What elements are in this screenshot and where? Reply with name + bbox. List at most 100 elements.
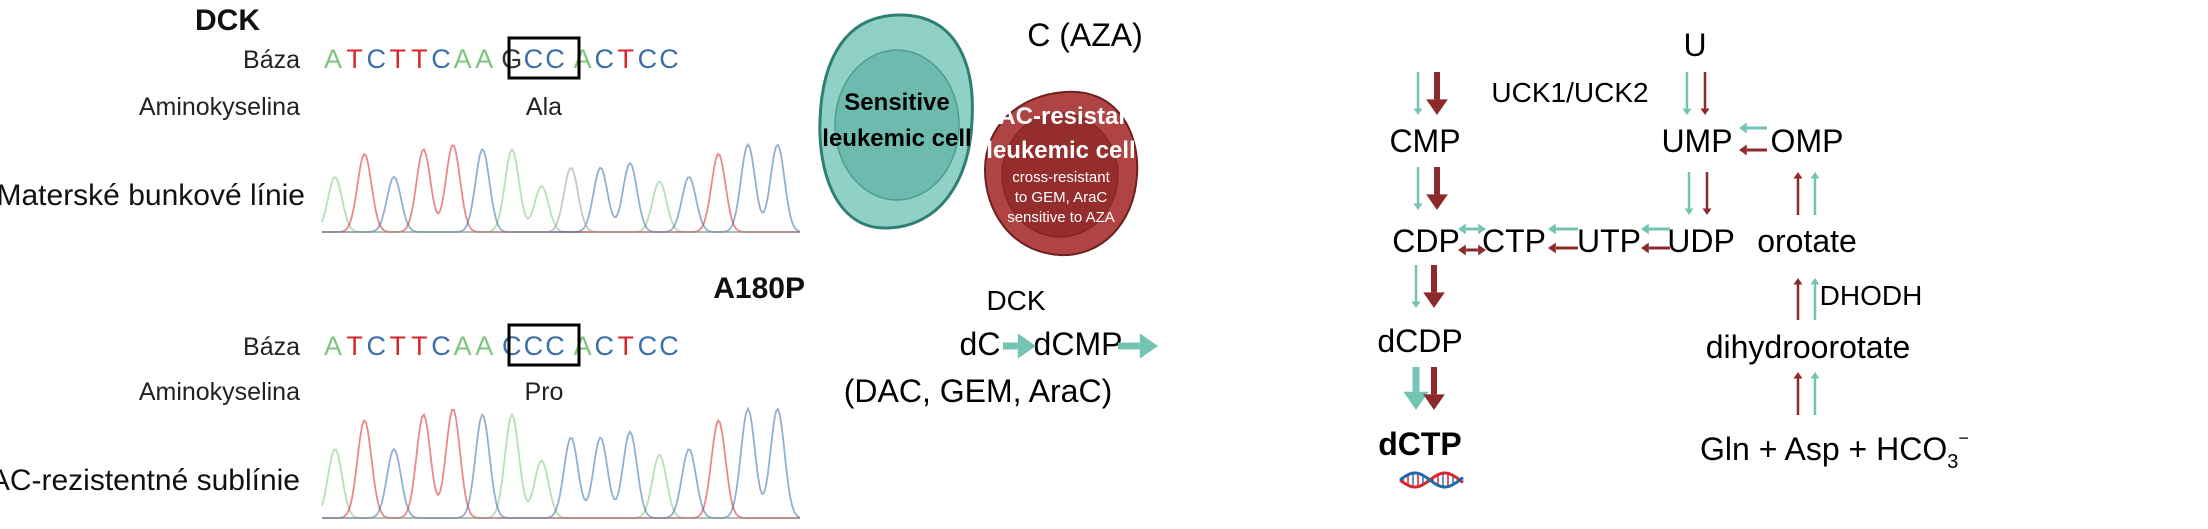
reaction-arrow: [1739, 122, 1767, 134]
node-u: U: [1683, 27, 1706, 63]
node-omp: OMP: [1771, 123, 1844, 159]
line-label-wt: Materské bunkové línie: [0, 179, 305, 212]
reaction-arrow: [1548, 242, 1578, 254]
base-letter: C: [594, 44, 614, 74]
reaction-arrow: [1423, 367, 1445, 410]
base-letter: T: [618, 331, 635, 361]
line-label-mut: DAC-rezistentné sublínie: [0, 464, 300, 497]
codon-box-wt: [507, 36, 581, 80]
reaction-arrow: [1739, 144, 1767, 156]
base-letter: C: [638, 331, 658, 361]
base-letter: C: [659, 331, 679, 361]
reaction-arrow: [1682, 72, 1692, 115]
base-letter: C: [524, 44, 544, 74]
reaction-arrow: [1411, 265, 1421, 308]
base-letter: G: [501, 44, 522, 74]
node-ctp: CTP: [1482, 223, 1546, 259]
reaction-arrow: [1793, 172, 1803, 215]
node-orotate: orotate: [1757, 223, 1857, 259]
node-udp: UDP: [1667, 223, 1735, 259]
reaction-arrow: [1641, 223, 1670, 235]
resistant-cell-note-3: sensitive to AZA: [1007, 209, 1115, 226]
reaction-arrow: [1426, 72, 1448, 115]
resistant-cell: DAC-resistant leukemic cell cross-resist…: [981, 90, 1141, 257]
trace-line: [322, 406, 801, 519]
arrows: [1003, 72, 1820, 415]
base-letter: T: [390, 44, 407, 74]
amino-acid-wt: Ala: [526, 93, 562, 121]
base-letter: C: [659, 44, 679, 74]
resistant-cell-note-1: cross-resistant: [1012, 169, 1110, 186]
node-dc: dC: [960, 326, 1001, 362]
base-letter: A: [574, 331, 592, 361]
reaction-arrow: [1793, 278, 1803, 320]
base-letter: T: [411, 44, 428, 74]
reaction-arrow: [1118, 333, 1158, 359]
reaction-arrow: [1684, 172, 1694, 215]
chromatogram-wildtype: [321, 142, 801, 233]
base-letter: C: [431, 44, 451, 74]
pathway: C (AZA) CMP CDP dCDP dCTP CTP UTP UDP U …: [844, 17, 1969, 489]
base-letter: C: [545, 44, 565, 74]
node-gln-asp-hco3: Gln + Asp + HCO3−: [1700, 428, 1969, 473]
aa-label-mut: Aminokyselina: [139, 378, 300, 406]
base-letter: A: [454, 331, 472, 361]
base-letter: A: [475, 331, 493, 361]
sensitive-cell-label-2: leukemic cell: [822, 125, 971, 152]
trace-line: [322, 144, 800, 233]
base-letter: C: [502, 331, 522, 361]
reaction-arrow: [1810, 278, 1820, 320]
base-letter: T: [618, 44, 635, 74]
node-utp: UTP: [1577, 223, 1641, 259]
gene-title: DCK: [195, 4, 260, 37]
trace-line: [322, 167, 800, 233]
dna-icon: [1399, 471, 1464, 489]
base-letter: T: [346, 44, 363, 74]
trace-line: [321, 412, 800, 519]
resistant-cell-label-1: DAC-resistant: [981, 103, 1141, 130]
reaction-arrow: [1413, 167, 1423, 210]
node-c-aza: C (AZA): [1027, 17, 1143, 53]
enzyme-dhodh: DHODH: [1820, 280, 1923, 311]
node-dihydroorotate: dihydroorotate: [1706, 329, 1911, 365]
enzyme-dck: DCK: [986, 285, 1045, 316]
base-letter: T: [411, 331, 428, 361]
resistant-cell-note-2: to GEM, AraC: [1015, 189, 1108, 206]
amino-acid-mut: Pro: [525, 378, 564, 406]
trace-line: [322, 142, 801, 233]
base-letter: C: [545, 331, 565, 361]
base-letter: A: [324, 331, 342, 361]
base-letter: A: [475, 44, 493, 74]
base-letter: C: [638, 44, 658, 74]
sensitive-cell-label-1: Sensitive: [844, 89, 949, 116]
base-letter: C: [431, 331, 451, 361]
base-letter: C: [594, 331, 614, 361]
base-label-wt: Báza: [243, 46, 300, 74]
aa-label-wt: Aminokyselina: [139, 93, 300, 121]
reaction-arrow: [1458, 223, 1486, 235]
enzyme-uck: UCK1/UCK2: [1491, 77, 1648, 108]
reaction-arrow: [1403, 367, 1429, 410]
node-cdp: CDP: [1392, 223, 1460, 259]
sensitive-cell: Sensitive leukemic cell: [818, 13, 974, 230]
chromatogram-mutant: [321, 406, 801, 519]
base-letter: T: [346, 331, 363, 361]
reaction-arrow: [1810, 372, 1820, 415]
reaction-arrow: [1702, 172, 1712, 215]
reaction-arrow: [1426, 167, 1448, 210]
codon-box-mut: [507, 323, 581, 367]
trace-line: [321, 147, 800, 233]
base-letter: T: [390, 331, 407, 361]
drugs-label: (DAC, GEM, AraC): [844, 373, 1112, 409]
reaction-arrow: [1700, 72, 1710, 115]
base-letter: C: [366, 331, 386, 361]
node-dctp: dCTP: [1378, 426, 1462, 462]
trace-line: [322, 408, 800, 519]
reaction-arrow: [1003, 333, 1036, 359]
reaction-arrow: [1810, 172, 1820, 215]
base-letter: C: [366, 44, 386, 74]
base-letter: C: [524, 331, 544, 361]
